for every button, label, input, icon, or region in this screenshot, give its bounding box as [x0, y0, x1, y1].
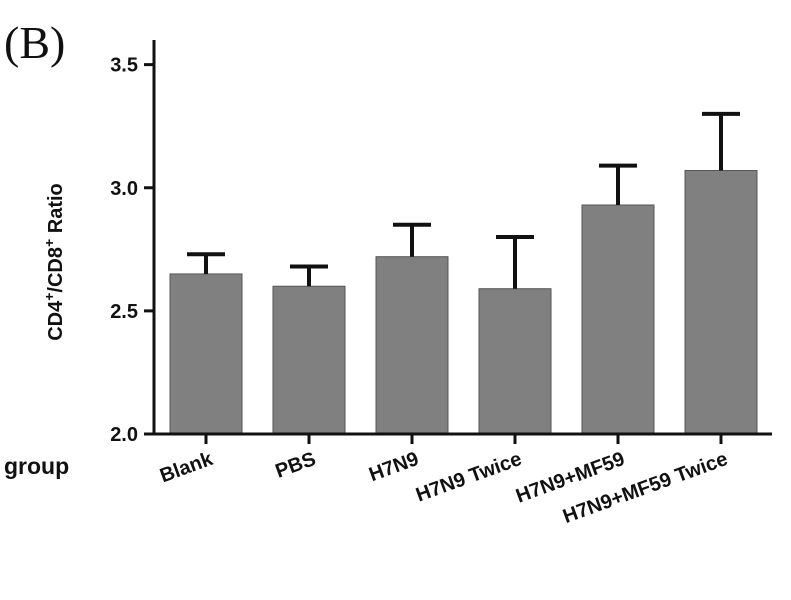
bar: [684, 170, 758, 435]
bar: [169, 273, 243, 435]
y-axis-title-part: CD4: [45, 300, 67, 341]
y-axis-title-sup: +: [41, 293, 57, 301]
y-tick-label: 3.5: [110, 55, 138, 77]
bar: [375, 256, 449, 435]
bar: [478, 288, 552, 435]
panel-label: (B): [4, 17, 65, 68]
x-tick-label: H7N9: [366, 448, 422, 486]
x-tick-label: PBS: [273, 448, 319, 483]
x-tick-label: H7N9 Twice: [413, 448, 525, 507]
error-bars-group: [187, 111, 740, 289]
y-tick-label: 2.0: [110, 424, 138, 446]
bar: [272, 285, 346, 435]
y-axis-title: CD4+/CD8+ Ratio: [41, 183, 67, 341]
y-axis-title-part: /CD8: [45, 247, 67, 293]
x-tick-label: Blank: [157, 448, 217, 488]
y-axis-title-part: Ratio: [45, 183, 67, 239]
bars-group: [169, 170, 758, 435]
y-tick-label: 3.0: [110, 178, 138, 200]
y-axis-title-sup: +: [41, 239, 57, 247]
bar: [581, 204, 655, 435]
y-ticks-group: 2.0 2.5 3.0 3.5: [110, 55, 154, 446]
y-tick-label: 2.5: [110, 301, 138, 323]
x-axis-title: group: [4, 453, 69, 479]
